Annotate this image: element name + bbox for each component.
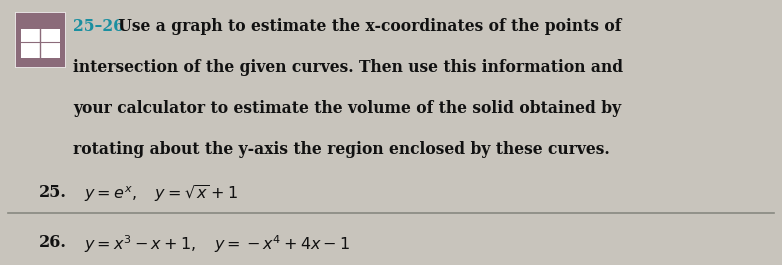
Text: 25–26: 25–26 [73,19,124,36]
Text: intersection of the given curves. Then use this information and: intersection of the given curves. Then u… [73,59,623,76]
Text: $y = e^x, \quad y = \sqrt{x} + 1$: $y = e^x, \quad y = \sqrt{x} + 1$ [84,183,239,204]
Text: rotating about the y-axis the region enclosed by these curves.: rotating about the y-axis the region enc… [73,141,610,158]
Text: 26.: 26. [38,234,66,251]
Text: 25.: 25. [38,184,66,201]
Bar [21,29,60,58]
Text: Use a graph to estimate the x-coordinates of the points of: Use a graph to estimate the x-coordinate… [113,19,621,36]
Bar [16,12,66,67]
Text: $y = x^3 - x + 1, \quad y = -x^4 + 4x - 1$: $y = x^3 - x + 1, \quad y = -x^4 + 4x - … [84,233,350,255]
Text: your calculator to estimate the volume of the solid obtained by: your calculator to estimate the volume o… [73,100,621,117]
